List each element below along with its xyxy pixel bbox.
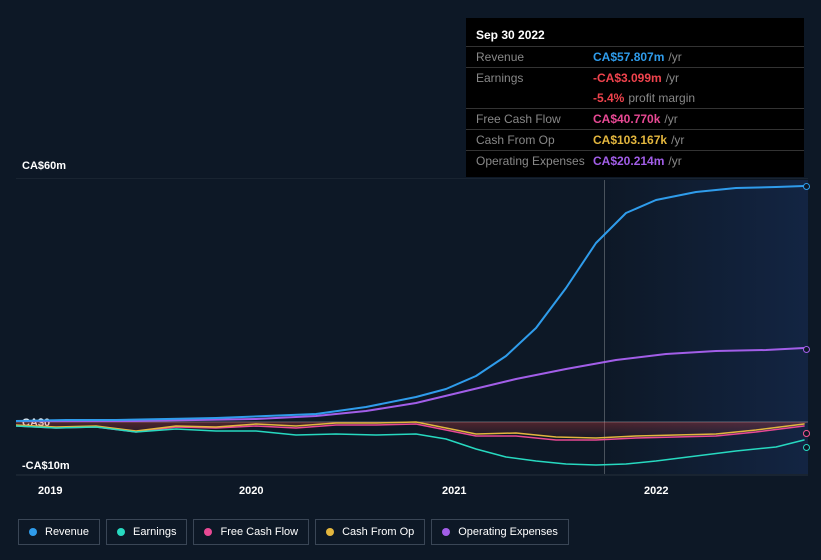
legend-item-free-cash-flow[interactable]: Free Cash Flow xyxy=(193,519,309,545)
legend-label: Cash From Op xyxy=(342,526,414,538)
tooltip-label: Operating Expenses xyxy=(476,154,593,168)
legend-label: Operating Expenses xyxy=(458,526,558,538)
tooltip-date: Sep 30 2022 xyxy=(466,24,804,46)
tooltip-suffix: /yr xyxy=(666,71,679,85)
legend-dot xyxy=(326,528,334,536)
tooltip-value: CA$40.770k xyxy=(593,112,660,126)
x-axis-label: 2020 xyxy=(239,485,263,497)
tooltip-value: -CA$3.099m xyxy=(593,71,662,85)
tooltip-label: Free Cash Flow xyxy=(476,112,593,126)
tooltip-suffix: profit margin xyxy=(628,91,695,105)
tooltip-value: CA$20.214m xyxy=(593,154,664,168)
legend-item-earnings[interactable]: Earnings xyxy=(106,519,187,545)
legend-label: Free Cash Flow xyxy=(220,526,298,538)
tooltip-label: Cash From Op xyxy=(476,133,593,147)
tooltip-suffix: /yr xyxy=(671,133,684,147)
tooltip-label xyxy=(476,91,593,105)
chart-legend: Revenue Earnings Free Cash Flow Cash From O… xyxy=(18,519,569,545)
financials-chart[interactable] xyxy=(16,178,808,480)
tooltip-row: RevenueCA$57.807m/yr xyxy=(466,46,804,67)
tooltip-suffix: /yr xyxy=(664,112,677,126)
chart-tooltip: Sep 30 2022 RevenueCA$57.807m/yrEarnings… xyxy=(466,18,804,177)
legend-dot xyxy=(204,528,212,536)
tooltip-suffix: /yr xyxy=(668,50,681,64)
legend-label: Earnings xyxy=(133,526,176,538)
legend-item-revenue[interactable]: Revenue xyxy=(18,519,100,545)
x-axis-label: 2019 xyxy=(38,485,62,497)
legend-dot xyxy=(29,528,37,536)
tooltip-row: Earnings-CA$3.099m/yr xyxy=(466,67,804,88)
legend-label: Revenue xyxy=(45,526,89,538)
legend-item-operating-expenses[interactable]: Operating Expenses xyxy=(431,519,569,545)
legend-dot xyxy=(442,528,450,536)
legend-dot xyxy=(117,528,125,536)
tooltip-value: CA$103.167k xyxy=(593,133,667,147)
tooltip-row: Free Cash FlowCA$40.770k/yr xyxy=(466,108,804,129)
tooltip-label: Earnings xyxy=(476,71,593,85)
tooltip-value: -5.4% xyxy=(593,91,624,105)
legend-item-cash-from-op[interactable]: Cash From Op xyxy=(315,519,425,545)
x-axis-label: 2021 xyxy=(442,485,466,497)
tooltip-row: Operating ExpensesCA$20.214m/yr xyxy=(466,150,804,171)
tooltip-suffix: /yr xyxy=(668,154,681,168)
y-axis-label: CA$60m xyxy=(22,160,66,172)
x-axis-label: 2022 xyxy=(644,485,668,497)
tooltip-row: -5.4% profit margin xyxy=(466,88,804,108)
tooltip-row: Cash From OpCA$103.167k/yr xyxy=(466,129,804,150)
tooltip-value: CA$57.807m xyxy=(593,50,664,64)
tooltip-label: Revenue xyxy=(476,50,593,64)
